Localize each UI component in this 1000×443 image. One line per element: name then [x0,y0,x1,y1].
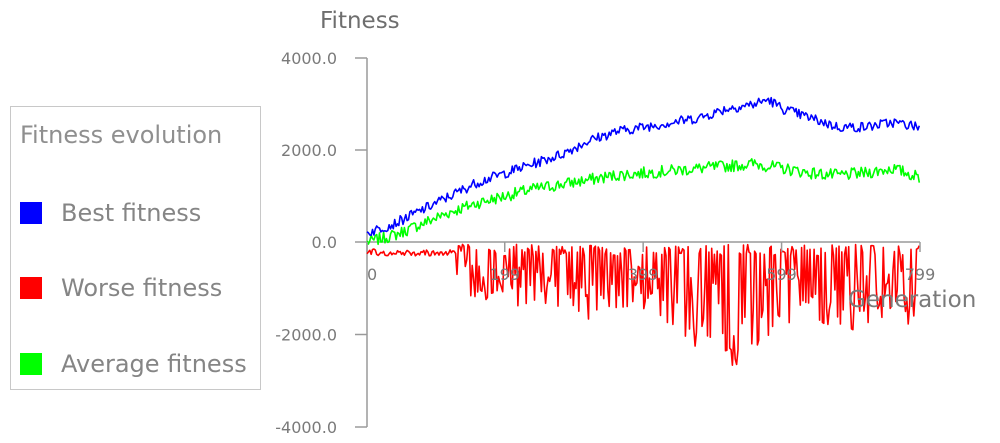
y-tick-label: -4000.0 [275,418,337,437]
y-tick-label: 4000.0 [281,49,337,68]
x-tick-label: 199 [489,265,520,284]
legend-item-worse: Worse fitness [20,273,222,303]
series-line-average-fitness [366,158,921,246]
legend-title: Fitness evolution [20,121,223,149]
series-line-worse-fitness [366,243,921,367]
legend-swatch-best [20,202,42,224]
tick-layer: 4000.0 2000.0 0.0 -2000.0 -4000.0 0 199 399 599 7… [275,49,935,437]
legend-item-best: Best fitness [20,198,201,228]
y-tick-label: 2000.0 [281,141,337,160]
y-axis-label: Fitness [320,8,400,34]
y-tick-label: 0.0 [312,233,337,252]
legend-swatch-worse [20,277,42,299]
x-axis-label: Generation [848,287,976,313]
legend-label-worse: Worse fitness [61,274,223,302]
x-tick-label: 399 [628,265,659,284]
series-line-best-fitness [366,96,921,236]
legend-label-average: Average fitness [61,350,247,378]
legend-label-best: Best fitness [61,199,202,227]
series-layer [366,96,921,367]
x-tick-label: 599 [766,265,797,284]
legend-swatch-average [20,353,42,375]
x-tick-label: 0 [367,265,377,284]
y-tick-label: -2000.0 [275,326,337,345]
legend-item-average: Average fitness [20,349,247,379]
x-tick-label: 799 [905,265,936,284]
legend: Fitness evolution Best fitness Worse fit… [10,106,261,390]
